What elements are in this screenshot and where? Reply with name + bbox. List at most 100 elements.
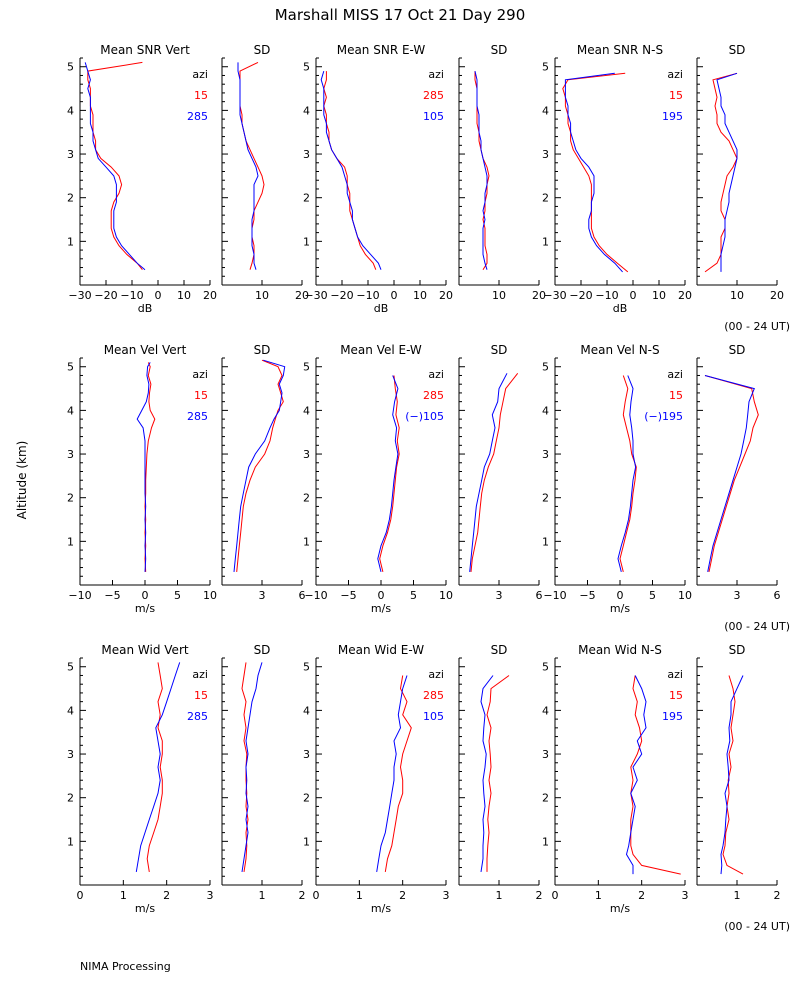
x-tick-label: 0 [142, 589, 149, 602]
panel-1-5: SD 3 6 [696, 343, 781, 602]
x-tick-label: 1 [734, 889, 741, 902]
legend-entry: 195 [662, 710, 683, 723]
panel-0-1: SD 10 20 [221, 43, 309, 302]
x-tick-label: −10 [120, 289, 143, 302]
x-axis-label: m/s [610, 602, 630, 615]
legend-entry: 285 [187, 410, 208, 423]
series-line-red [486, 675, 510, 872]
panel-2-5: SD 1 2 [696, 643, 781, 902]
x-tick-label: 2 [299, 889, 306, 902]
series-line-blue [716, 72, 738, 272]
legend-title: azi [428, 368, 444, 381]
series-line-blue [625, 675, 647, 875]
x-tick-label: −5 [104, 589, 120, 602]
x-tick-label: 2 [536, 889, 543, 902]
y-tick-label: 1 [542, 835, 549, 848]
panel-title: SD [491, 43, 508, 57]
y-tick-label: 2 [542, 192, 549, 205]
y-tick-label: 3 [303, 448, 310, 461]
series-line-blue [617, 375, 637, 573]
x-tick-label: 0 [77, 889, 84, 902]
x-tick-label: 5 [410, 589, 417, 602]
x-tick-label: 3 [496, 589, 503, 602]
legend-entry: (−)105 [405, 410, 444, 423]
panel-2-4: Mean Wid N-S 1 2 3 4 5 0 1 2 3 m/s azi 15 195 [542, 643, 689, 915]
series-line-blue [135, 662, 181, 872]
y-tick-label: 3 [67, 748, 74, 761]
panel-1-4: Mean Vel N-S 1 2 3 4 5 −10 −5 0 5 10 m/s azi 15 (−)195 [542, 343, 692, 615]
y-tick-label: 3 [67, 148, 74, 161]
legend-title: azi [192, 668, 208, 681]
y-tick-label: 2 [67, 492, 74, 505]
legend-entry: 15 [669, 389, 683, 402]
series-line-red [146, 662, 163, 872]
series-line-red [379, 375, 400, 573]
x-tick-label: 1 [356, 889, 363, 902]
y-tick-label: 3 [542, 148, 549, 161]
y-tick-label: 5 [67, 361, 74, 374]
series-line-blue [480, 675, 494, 872]
x-axis-label: dB [613, 302, 628, 315]
x-tick-label: 20 [770, 289, 784, 302]
series-line-blue [564, 72, 623, 273]
x-tick-label: 0 [391, 289, 398, 302]
series-line-blue [237, 62, 259, 270]
series-line-red [619, 375, 637, 573]
series-line-blue [474, 70, 488, 270]
y-tick-label: 4 [67, 104, 74, 117]
panel-title: Mean SNR Vert [100, 43, 190, 57]
panel-1-3: SD 3 6 [458, 343, 543, 602]
legend-entry: 285 [423, 689, 444, 702]
legend-entry: 15 [669, 689, 683, 702]
panel-2-0: Mean Wid Vert 1 2 3 4 5 0 1 2 3 m/s azi 15 285 [67, 643, 214, 915]
time-note-row1: (00 - 24 UT) [724, 320, 790, 333]
x-tick-label: 10 [255, 289, 269, 302]
legend-entry: 285 [187, 710, 208, 723]
panel-title: Mean Wid Vert [101, 643, 188, 657]
y-tick-label: 1 [67, 235, 74, 248]
legend-entry: 195 [662, 110, 683, 123]
x-tick-label: 10 [203, 589, 217, 602]
y-tick-label: 4 [542, 104, 549, 117]
legend-entry: 15 [194, 389, 208, 402]
series-line-blue [720, 675, 744, 875]
series-line-red [562, 72, 629, 273]
panel-1-1: SD 3 6 [221, 343, 306, 602]
x-tick-label: −10 [356, 289, 379, 302]
y-tick-label: 4 [67, 404, 74, 417]
series-line-red [144, 362, 156, 572]
panel-title: SD [491, 343, 508, 357]
x-tick-label: 1 [496, 889, 503, 902]
panel-title: Mean Wid E-W [338, 643, 424, 657]
series-line-red [722, 675, 744, 875]
x-tick-label: 0 [552, 889, 559, 902]
x-tick-label: 6 [536, 589, 543, 602]
x-axis-label: m/s [135, 602, 155, 615]
panel-0-4: Mean SNR N-S 1 2 3 4 5 −30 −20 −10 0 10 20 dB azi 15 19… [542, 43, 692, 315]
legend-entry: 15 [194, 89, 208, 102]
footer-note: NIMA Processing [80, 960, 171, 973]
y-tick-label: 4 [303, 104, 310, 117]
y-tick-label: 5 [542, 361, 549, 374]
series-line-red [87, 61, 143, 271]
legend-entry: 285 [187, 110, 208, 123]
x-tick-label: 20 [678, 289, 692, 302]
series-line-red [323, 71, 377, 270]
series-line-red [630, 675, 681, 875]
x-tick-label: −30 [543, 289, 566, 302]
y-tick-label: 2 [542, 492, 549, 505]
legend-title: azi [667, 368, 683, 381]
x-axis-label: m/s [135, 902, 155, 915]
series-line-blue [241, 662, 263, 872]
y-tick-label: 2 [303, 192, 310, 205]
x-tick-label: 3 [734, 589, 741, 602]
x-tick-label: 0 [378, 589, 385, 602]
x-tick-label: 10 [413, 289, 427, 302]
y-tick-label: 4 [542, 704, 549, 717]
series-line-red [470, 372, 519, 572]
y-tick-label: 4 [67, 704, 74, 717]
x-tick-label: −30 [304, 289, 327, 302]
x-tick-label: 5 [174, 589, 181, 602]
